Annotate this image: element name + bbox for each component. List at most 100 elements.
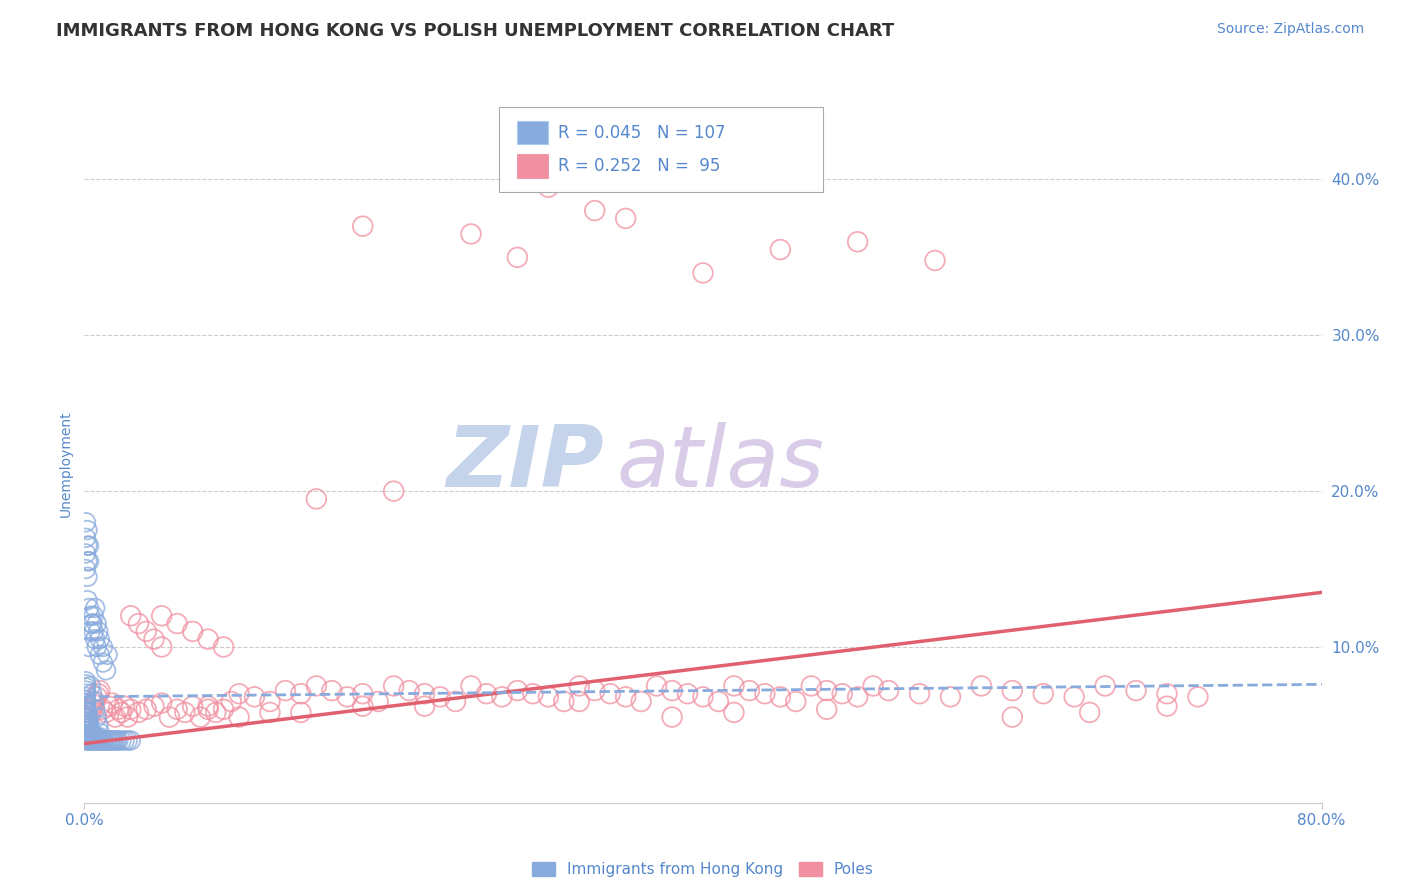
Point xyxy=(135,624,157,639)
Point xyxy=(91,640,114,654)
Point xyxy=(86,640,108,654)
Point xyxy=(460,227,482,241)
Point xyxy=(352,219,374,234)
Point xyxy=(77,554,100,568)
Point xyxy=(84,731,107,745)
Point xyxy=(1156,699,1178,714)
Point xyxy=(352,687,374,701)
Point xyxy=(75,708,97,723)
Point xyxy=(76,554,98,568)
Legend: Immigrants from Hong Kong, Poles: Immigrants from Hong Kong, Poles xyxy=(526,856,880,883)
Point xyxy=(221,694,243,708)
Point xyxy=(599,687,621,701)
Point xyxy=(150,696,173,710)
Point xyxy=(86,710,108,724)
Point xyxy=(305,491,328,506)
Point xyxy=(75,718,97,732)
Point xyxy=(75,531,97,545)
Point xyxy=(553,694,575,708)
Point xyxy=(103,733,125,747)
Text: R = 0.252   N =  95: R = 0.252 N = 95 xyxy=(558,157,720,175)
Point xyxy=(89,632,111,647)
Point xyxy=(117,710,139,724)
Point xyxy=(769,690,792,704)
Point xyxy=(75,681,97,695)
Point xyxy=(166,702,188,716)
Point xyxy=(367,694,389,708)
Point xyxy=(676,687,699,701)
Point xyxy=(89,731,111,745)
Point xyxy=(76,523,98,537)
Point xyxy=(75,674,97,689)
Point xyxy=(75,562,97,576)
Point xyxy=(97,733,120,747)
Point xyxy=(83,624,105,639)
Point xyxy=(84,733,107,747)
Point xyxy=(1032,687,1054,701)
Point xyxy=(82,731,104,745)
Point xyxy=(83,727,105,741)
Point xyxy=(537,180,560,194)
Point xyxy=(212,702,235,716)
Point xyxy=(75,693,97,707)
Point xyxy=(76,708,98,723)
Point xyxy=(82,616,104,631)
Point xyxy=(91,733,114,747)
Point xyxy=(506,683,529,698)
Point xyxy=(568,694,591,708)
Point xyxy=(77,724,100,739)
Point xyxy=(79,608,101,623)
Point xyxy=(228,687,250,701)
Point xyxy=(1187,690,1209,704)
Point xyxy=(583,203,606,218)
Point xyxy=(75,677,97,691)
Point xyxy=(82,733,104,747)
Point xyxy=(205,706,228,720)
Point xyxy=(862,679,884,693)
Point xyxy=(815,702,838,716)
Point xyxy=(107,702,129,716)
Point xyxy=(723,679,745,693)
Point xyxy=(120,702,142,716)
Point xyxy=(77,714,100,729)
Point xyxy=(79,706,101,720)
Point xyxy=(661,710,683,724)
Point xyxy=(413,699,436,714)
Point xyxy=(491,690,513,704)
Point xyxy=(79,624,101,639)
Point xyxy=(76,570,98,584)
Point xyxy=(846,690,869,704)
Point xyxy=(75,546,97,560)
Point xyxy=(75,699,97,714)
Point xyxy=(84,632,107,647)
Point xyxy=(75,706,97,720)
Point xyxy=(117,733,139,747)
Point xyxy=(101,733,124,747)
Point xyxy=(97,648,120,662)
Point xyxy=(77,640,100,654)
Point xyxy=(692,690,714,704)
Point xyxy=(150,640,173,654)
Point xyxy=(79,679,101,693)
Point xyxy=(89,683,111,698)
Point xyxy=(1001,710,1024,724)
Point xyxy=(274,683,297,698)
Point xyxy=(86,690,108,704)
Point xyxy=(290,687,312,701)
Point xyxy=(101,696,124,710)
Point xyxy=(79,731,101,745)
Point xyxy=(104,710,127,724)
Point xyxy=(75,683,97,698)
Point xyxy=(243,690,266,704)
Point xyxy=(75,718,97,732)
Point xyxy=(77,539,100,553)
Point xyxy=(537,690,560,704)
Point xyxy=(692,266,714,280)
Point xyxy=(630,694,652,708)
Point xyxy=(1078,706,1101,720)
Point xyxy=(661,683,683,698)
Point xyxy=(89,648,111,662)
Point xyxy=(321,683,343,698)
Point xyxy=(382,484,405,499)
Point xyxy=(94,733,117,747)
